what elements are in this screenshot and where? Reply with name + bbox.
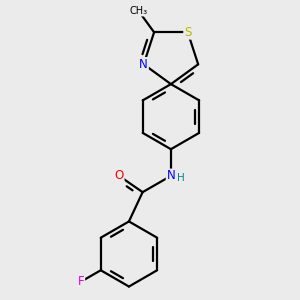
Text: CH₃: CH₃ xyxy=(129,6,148,16)
Text: N: N xyxy=(167,169,175,182)
Text: S: S xyxy=(184,26,191,39)
Text: O: O xyxy=(115,169,124,182)
Text: H: H xyxy=(177,173,185,183)
Text: F: F xyxy=(78,275,84,288)
Text: N: N xyxy=(139,58,148,71)
